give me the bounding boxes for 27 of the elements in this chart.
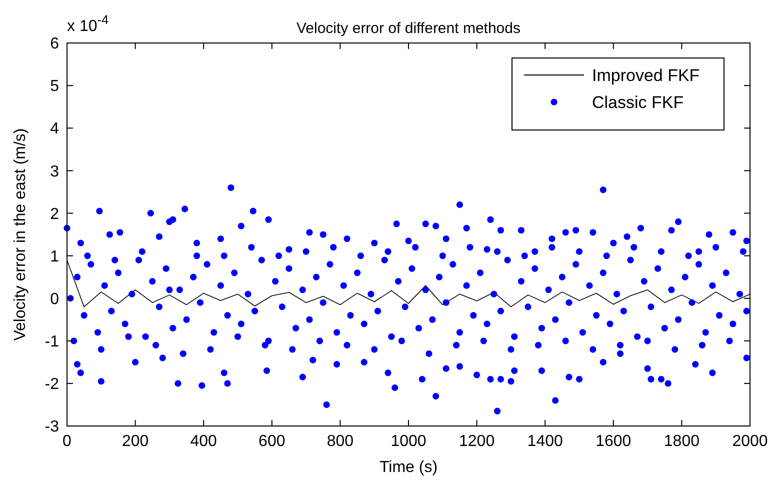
y-tick-label: -1 bbox=[44, 333, 60, 350]
y-tick-label: 3 bbox=[50, 163, 60, 180]
y-tick-label: 5 bbox=[50, 78, 60, 96]
x-axis-title: Time (s) bbox=[379, 459, 438, 476]
x-tick-label: 1000 bbox=[390, 433, 426, 450]
y-tick-label: -3 bbox=[44, 418, 60, 436]
y-tick-label: 1 bbox=[50, 248, 60, 266]
x-tick-label: 1400 bbox=[527, 433, 563, 450]
text: x 10$^{-4}$ bbox=[67, 12, 109, 35]
x-tick-label: 0 bbox=[62, 433, 72, 450]
y-axis-title: Velocity error in the east (m/s) bbox=[12, 128, 29, 341]
legend-label: Classic FKF bbox=[592, 92, 684, 112]
x-tick-label: 1600 bbox=[596, 433, 632, 450]
y-tick-label: -2 bbox=[44, 376, 60, 394]
x-tick-label: 400 bbox=[190, 433, 218, 450]
y-tick-label: 2 bbox=[50, 206, 60, 223]
x-tick-label: 800 bbox=[326, 433, 354, 450]
x-tick-label: 1800 bbox=[664, 433, 700, 450]
y-tick-label: 4 bbox=[50, 120, 60, 138]
legend-label: Improved FKF bbox=[592, 66, 700, 85]
chart-title: Velocity error of different methods bbox=[296, 20, 521, 37]
x-tick-label: 1200 bbox=[459, 433, 495, 450]
x-tick-label: 2000 bbox=[732, 433, 768, 450]
x-tick-label: 200 bbox=[122, 433, 149, 450]
x-tick-label: 600 bbox=[258, 433, 286, 450]
y-tick-label: 0 bbox=[50, 290, 60, 308]
y-tick-label: 6 bbox=[50, 36, 60, 53]
